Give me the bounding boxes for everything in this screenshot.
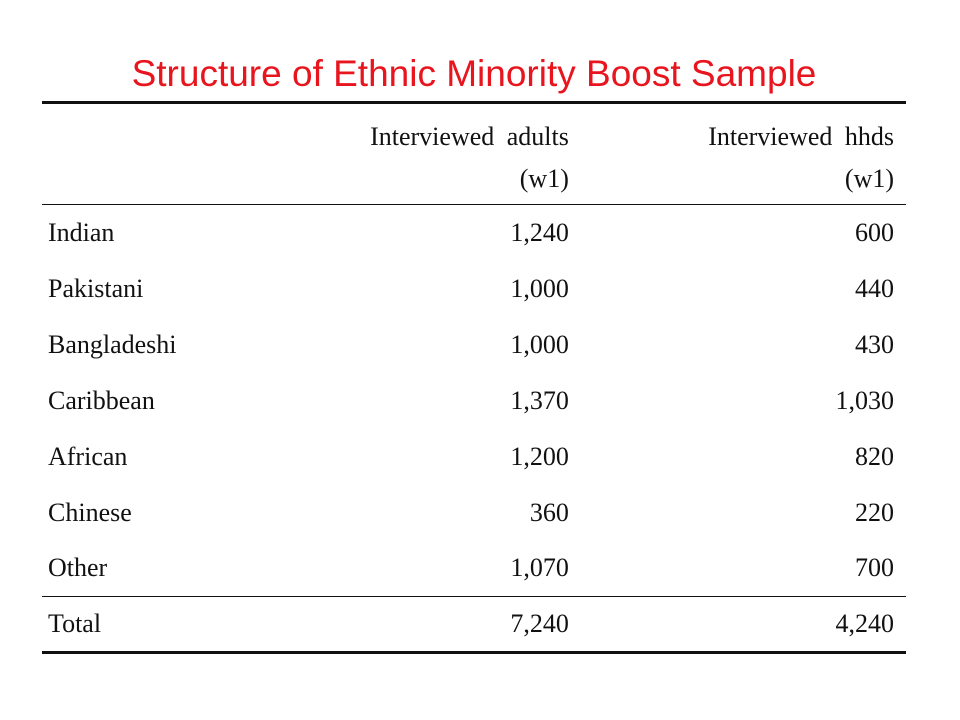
header-interviewed-adults: Interviewed adults (w1) [229, 101, 575, 205]
row-hhds-value: 600 [855, 217, 894, 247]
row-group-label: African [48, 441, 128, 471]
table-row: Bangladeshi 1,000 430 [42, 317, 906, 373]
table-row: Indian 1,240 600 [42, 205, 906, 261]
total-adults-value: 7,240 [229, 596, 575, 654]
row-hhds-value: 1,030 [835, 385, 895, 415]
total-label: Total [42, 596, 230, 654]
header-hhds-line2: (w1) [844, 164, 894, 193]
table-row: Other 1,070 700 [42, 541, 906, 597]
row-adults-value: 1,200 [510, 441, 569, 471]
header-row: Interviewed adults (w1) Interviewed hhds… [42, 101, 906, 205]
table-row: Pakistani 1,000 440 [42, 261, 906, 317]
header-interviewed-hhds: Interviewed hhds (w1) [574, 101, 906, 205]
row-hhds-value: 220 [855, 497, 894, 527]
total-row: Total 7,240 4,240 [42, 596, 906, 654]
row-hhds-value: 700 [855, 553, 894, 583]
row-group-label: Bangladeshi [48, 329, 177, 359]
slide-title: Structure of Ethnic Minority Boost Sampl… [131, 53, 817, 94]
row-hhds-value: 820 [855, 441, 894, 471]
table-header: Interviewed adults (w1) Interviewed hhds… [42, 101, 906, 205]
row-adults-value: 1,370 [510, 385, 569, 415]
header-hhds-line1: Interviewed hhds [708, 122, 894, 151]
row-group-label: Pakistani [48, 273, 144, 303]
row-group-label: Indian [48, 217, 115, 247]
sample-structure-table: Interviewed adults (w1) Interviewed hhds… [42, 101, 906, 654]
row-group-label: Caribbean [48, 385, 155, 415]
row-group-label: Chinese [48, 497, 132, 527]
row-hhds-value: 430 [855, 329, 894, 359]
row-adults-value: 1,240 [510, 217, 569, 247]
row-adults-value: 1,070 [510, 553, 569, 583]
table-row: African 1,200 820 [42, 429, 906, 485]
table-row: Caribbean 1,370 1,030 [42, 373, 906, 429]
header-adults-line2: (w1) [519, 164, 569, 193]
row-adults-value: 1,000 [510, 329, 569, 359]
table-footer: Total 7,240 4,240 [42, 596, 906, 654]
row-group-label: Other [48, 553, 108, 583]
table-row: Chinese 360 220 [42, 485, 906, 541]
header-group [42, 101, 230, 205]
row-adults-value: 360 [529, 497, 569, 527]
header-adults-line1: Interviewed adults [370, 122, 569, 151]
row-hhds-value: 440 [855, 273, 894, 303]
row-adults-value: 1,000 [510, 273, 569, 303]
table-body: Indian 1,240 600 Pakistani 1,000 440 Ban… [42, 205, 906, 597]
total-hhds-value: 4,240 [574, 596, 906, 654]
